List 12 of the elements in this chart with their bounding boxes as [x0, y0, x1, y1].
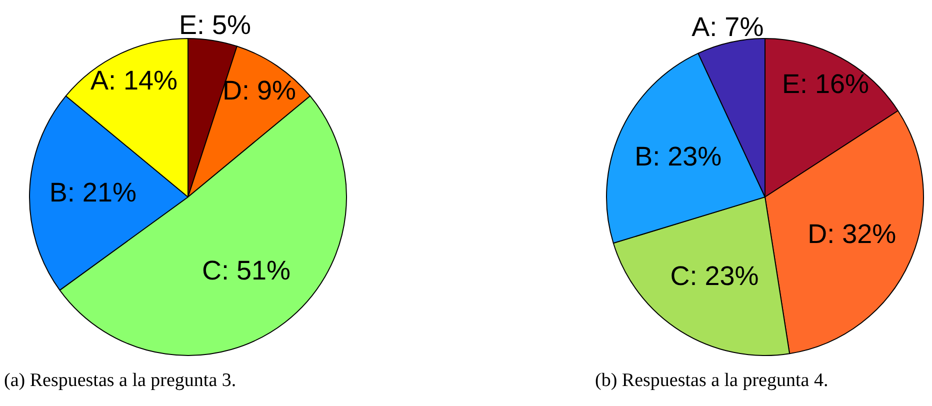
slice-label: E: 16% [782, 69, 870, 100]
text: (a) Respuestas a la pregunta 3. [4, 370, 236, 392]
slice-label: B: 21% [49, 177, 136, 208]
slice-label: A: 7% [692, 12, 764, 42]
text: (b) Respuestas a la pregunta 4. [595, 370, 828, 392]
slice-label: A: 14% [90, 66, 178, 96]
slice-label: E: 5% [179, 10, 252, 40]
slice-label: D: 32% [808, 219, 896, 250]
slice-label: D: 9% [222, 76, 296, 106]
slice-label: C: 51% [202, 256, 291, 286]
slice-label: C: 23% [670, 261, 759, 292]
slice-label: B: 23% [634, 142, 722, 172]
